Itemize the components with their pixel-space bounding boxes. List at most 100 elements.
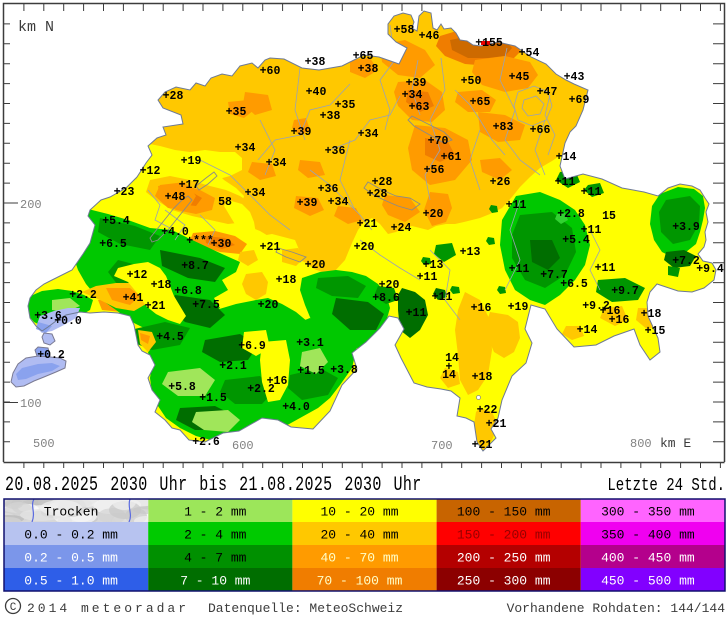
svg-text:+18: +18 [151,279,172,292]
svg-text:+28: +28 [372,176,393,189]
svg-text:+18: +18 [641,308,662,321]
svg-text:2 - 4 mm: 2 - 4 mm [184,528,247,543]
svg-text:+34: +34 [235,142,256,155]
svg-text:+5.4: +5.4 [562,234,590,247]
svg-text:+58: +58 [394,24,415,37]
svg-text:+3.9: +3.9 [672,221,700,234]
svg-text:+9.7: +9.7 [611,285,639,298]
svg-text:+11: +11 [432,291,453,304]
svg-text:+43: +43 [564,71,585,84]
svg-text:+39: +39 [297,197,318,210]
svg-text:km E: km E [660,436,691,451]
svg-text:+23: +23 [114,186,135,199]
svg-text:600: 600 [232,439,254,453]
svg-text:+15: +15 [645,325,666,338]
svg-text:200: 200 [20,198,42,212]
svg-text:14: 14 [445,352,459,365]
svg-text:100: 100 [20,397,42,411]
svg-text:+56: +56 [424,164,445,177]
svg-text:+39: +39 [406,77,427,90]
svg-text:+36: +36 [325,145,346,158]
svg-text:+66: +66 [530,124,551,137]
svg-text:0.5 - 1.0 mm: 0.5 - 1.0 mm [24,574,118,589]
svg-text:+36: +36 [318,183,339,196]
svg-text:10 - 20 mm: 10 - 20 mm [320,505,398,520]
svg-text:+35: +35 [226,106,247,119]
svg-text:+12: +12 [127,269,148,282]
svg-text:+34: +34 [328,196,349,209]
svg-text:+11: +11 [506,199,527,212]
svg-text:+11: +11 [581,224,602,237]
svg-text:C: C [10,602,17,614]
svg-text:20.08.2025 2030 Uhr bis 21.08.: 20.08.2025 2030 Uhr bis 21.08.2025 2030 … [5,474,422,497]
svg-text:400 - 450 mm: 400 - 450 mm [601,551,695,566]
svg-text:+2.2: +2.2 [247,383,275,396]
svg-text:+18: +18 [472,371,493,384]
svg-text:+20: +20 [379,279,400,292]
svg-text:+65: +65 [470,96,491,109]
svg-text:+63: +63 [409,101,430,114]
svg-text:Vorhandene Rohdaten: 144/144: Vorhandene Rohdaten: 144/144 [507,601,726,616]
svg-text:+17: +17 [179,179,200,192]
svg-text:+1.5: +1.5 [297,365,325,378]
svg-text:200 - 250 mm: 200 - 250 mm [457,551,551,566]
svg-text:+9.4: +9.4 [696,263,724,276]
svg-text:+***: +*** [186,235,214,248]
svg-text:+21: +21 [357,218,378,231]
svg-text:+: + [446,361,453,374]
svg-text:500: 500 [33,437,55,451]
svg-text:+14: +14 [577,324,598,337]
svg-text:+11: +11 [509,263,530,276]
svg-text:350 - 400 mm: 350 - 400 mm [601,528,695,543]
svg-text:+6.5: +6.5 [99,238,127,251]
svg-text:7 - 10 mm: 7 - 10 mm [180,574,250,589]
svg-text:+14: +14 [556,151,577,164]
svg-text:+5.8: +5.8 [168,381,196,394]
svg-text:+2.8: +2.8 [557,208,585,221]
svg-text:+38: +38 [358,63,379,76]
svg-text:+11: +11 [595,262,616,275]
svg-text:+155: +155 [475,37,503,50]
svg-text:+3.8: +3.8 [330,364,358,377]
svg-text:58: 58 [218,196,232,209]
svg-text:450 - 500 mm: 450 - 500 mm [601,574,695,589]
svg-text:+0.0: +0.0 [54,315,82,328]
svg-text:4 - 7 mm: 4 - 7 mm [184,551,247,566]
svg-text:+20: +20 [305,259,326,272]
svg-text:+48: +48 [165,191,186,204]
svg-text:+39: +39 [291,126,312,139]
svg-text:+26: +26 [490,176,511,189]
svg-text:+30: +30 [211,238,232,251]
svg-text:+61: +61 [441,151,462,164]
svg-text:+7.5: +7.5 [192,299,220,312]
svg-text:+2.6: +2.6 [192,436,220,449]
svg-text:+38: +38 [320,110,341,123]
svg-text:+4.0: +4.0 [282,401,310,414]
svg-text:150 - 200 mm: 150 - 200 mm [457,528,551,543]
svg-text:+11: +11 [581,186,602,199]
svg-text:300 - 350 mm: 300 - 350 mm [601,505,695,520]
svg-text:+6.5: +6.5 [560,278,588,291]
svg-text:+3.6: +3.6 [34,310,62,323]
svg-text:+83: +83 [493,121,514,134]
svg-text:+70: +70 [428,135,449,148]
svg-text:+2.1: +2.1 [219,360,247,373]
svg-text:+35: +35 [335,99,356,112]
svg-text:+7.7: +7.7 [540,269,568,282]
svg-text:+5.4: +5.4 [102,215,130,228]
svg-text:+6.8: +6.8 [174,285,202,298]
svg-text:+34: +34 [266,157,287,170]
svg-text:20 - 40 mm: 20 - 40 mm [320,528,398,543]
svg-text:+16: +16 [609,314,630,327]
svg-text:+11: +11 [555,176,576,189]
svg-text:100 - 150 mm: 100 - 150 mm [457,505,551,520]
svg-text:+28: +28 [163,90,184,103]
svg-text:250 - 300 mm: 250 - 300 mm [457,574,551,589]
svg-text:0.2 - 0.5 mm: 0.2 - 0.5 mm [24,551,118,566]
svg-text:40 - 70 mm: 40 - 70 mm [320,551,398,566]
svg-text:+6.9: +6.9 [238,340,266,353]
svg-text:Trocken: Trocken [44,505,99,520]
svg-text:+19: +19 [181,155,202,168]
svg-text:+9.2: +9.2 [582,300,610,313]
svg-text:km N: km N [18,19,54,36]
